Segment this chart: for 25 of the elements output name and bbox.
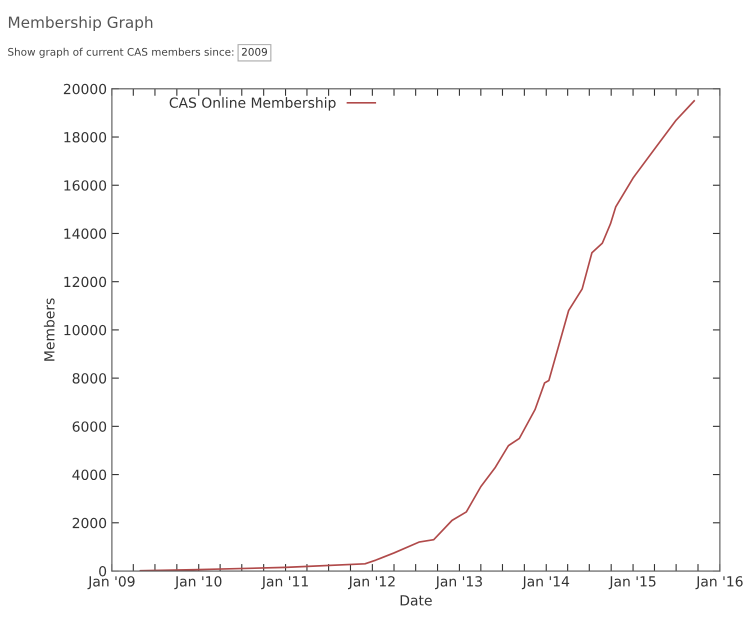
x-tick-label: Jan '10 [174, 576, 222, 590]
y-tick-label: 12000 [64, 276, 106, 288]
x-tick-label: Jan '11 [261, 576, 308, 590]
x-tick-label: Jan '16 [696, 576, 743, 590]
chart-subtitle: Show graph of current CAS members since: [8, 48, 234, 58]
y-tick-label: 18000 [64, 132, 106, 142]
legend-label: CAS Online Membership [170, 97, 336, 111]
y-tick-label: 4000 [72, 470, 106, 480]
x-tick-label: Jan '12 [348, 576, 395, 590]
y-tick-label: 10000 [64, 324, 106, 336]
y-tick-label: 14000 [64, 228, 106, 239]
chart-title: Membership Graph [8, 16, 152, 31]
x-tick-label: Jan '09 [88, 576, 135, 590]
x-axis-title: Date [400, 595, 432, 606]
x-tick-label: Jan '13 [435, 576, 482, 590]
y-tick-label: 16000 [64, 180, 106, 191]
y-tick-label: 20000 [64, 84, 106, 94]
y-tick-label: 2000 [72, 518, 106, 528]
x-tick-label: Jan '15 [608, 576, 656, 590]
x-tick-label: Jan '14 [522, 576, 570, 590]
y-axis-title: Members [44, 298, 55, 361]
text: 2009 [242, 48, 267, 56]
y-tick-label: 0 [99, 566, 106, 576]
y-tick-label: 6000 [72, 421, 106, 432]
y-tick-label: 8000 [72, 373, 106, 384]
